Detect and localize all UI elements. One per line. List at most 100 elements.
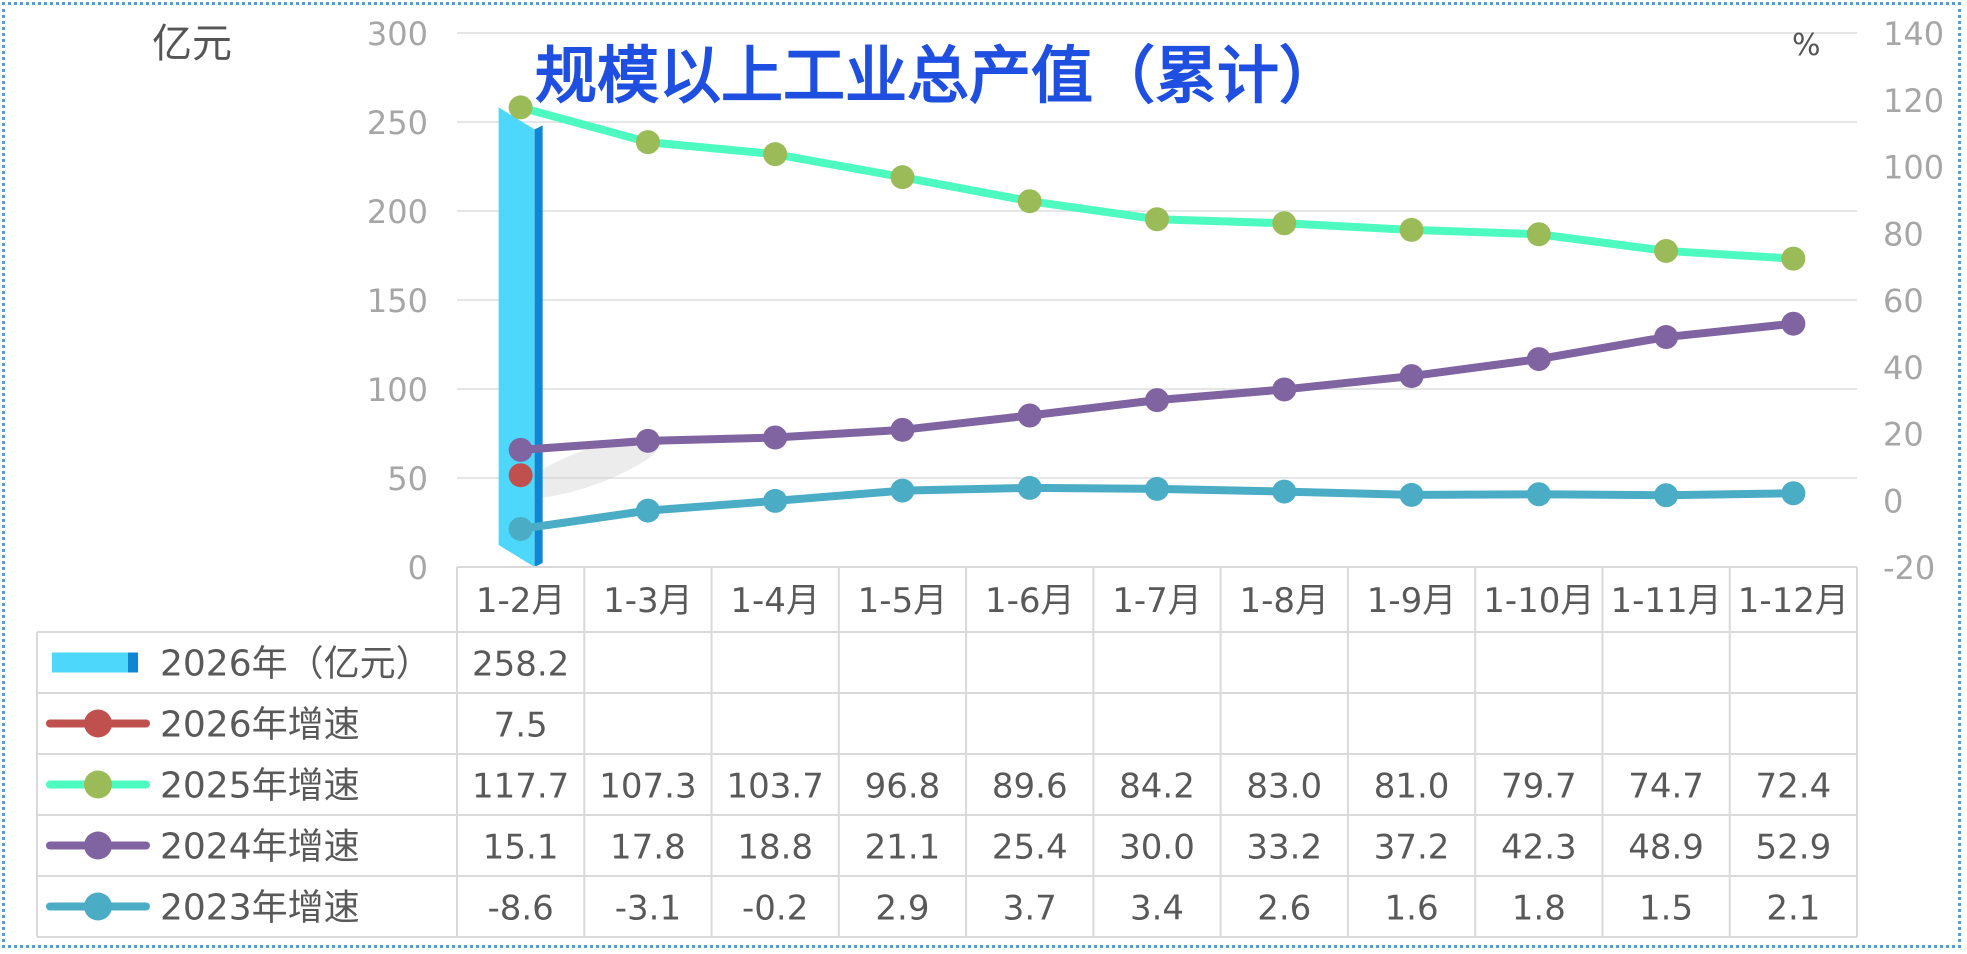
data-label: 7.5	[494, 706, 548, 746]
category-label: 1-5月	[858, 581, 948, 621]
category-label: 1-7月	[1112, 581, 1202, 621]
category-label: 1-9月	[1367, 581, 1457, 621]
legend-key-marker	[84, 892, 112, 921]
series-point	[763, 142, 788, 167]
right-axis-tick-label: 140	[1883, 15, 1944, 53]
right-axis-tick-label: -20	[1883, 549, 1935, 587]
data-label: 42.3	[1501, 828, 1577, 868]
left-axis-tick-label: 150	[367, 282, 428, 320]
series-point	[508, 437, 533, 462]
data-label: 33.2	[1246, 828, 1322, 868]
data-label: 18.8	[737, 828, 813, 868]
data-label: 48.9	[1628, 828, 1704, 868]
series-point	[763, 425, 788, 450]
series-lines	[508, 95, 1806, 541]
legend-key-bar-edge	[128, 652, 138, 673]
right-axis-tick-label: 60	[1883, 282, 1924, 320]
series-point	[1145, 388, 1169, 413]
series-point	[1526, 482, 1551, 507]
data-label: 30.0	[1119, 828, 1195, 868]
series-point	[635, 428, 660, 453]
series-point	[1017, 475, 1042, 500]
bar-shadow	[519, 436, 662, 498]
data-label: 84.2	[1119, 767, 1195, 807]
data-label: 117.7	[472, 767, 569, 807]
data-label: 17.8	[610, 828, 686, 868]
series-point	[890, 165, 915, 190]
category-label: 1-10月	[1483, 581, 1594, 621]
category-label: 1-12月	[1738, 581, 1849, 621]
right-axis-tick-label: 80	[1883, 215, 1924, 253]
series-point	[1526, 347, 1551, 372]
category-label: 1-3月	[603, 581, 693, 621]
left-axis-tick-label: 200	[367, 193, 428, 231]
legend-key-bar	[52, 652, 128, 673]
data-label: 258.2	[472, 645, 569, 685]
series-point	[763, 488, 788, 513]
category-label: 1-8月	[1239, 581, 1329, 621]
series-point	[1272, 211, 1297, 236]
legend-series-name: 2026年（亿元）	[160, 644, 432, 685]
right-axis-tick-label: 40	[1883, 349, 1924, 387]
series-point	[1654, 238, 1679, 263]
series-point	[1781, 311, 1806, 336]
gridlines	[457, 32, 1857, 479]
series-point	[1017, 403, 1042, 428]
data-label: 3.7	[1003, 889, 1057, 929]
left-axis-tick-label: 50	[387, 460, 428, 498]
right-axis-tick-label: 120	[1883, 82, 1944, 120]
legend-series-name: 2024年增速	[160, 827, 360, 868]
legend-key-marker	[84, 831, 112, 860]
data-label: 15.1	[483, 828, 559, 868]
right-axis-tick-label: 0	[1883, 482, 1903, 520]
right-axis-tick-label: 20	[1883, 416, 1924, 454]
series-point	[890, 417, 915, 442]
data-label: 1.5	[1639, 889, 1693, 929]
series-point	[635, 498, 660, 523]
left-axis-tick-label: 250	[367, 104, 428, 142]
bars	[498, 107, 662, 568]
data-label: 37.2	[1374, 828, 1450, 868]
right-axis-tick-label: 100	[1883, 149, 1944, 187]
category-label: 1-6月	[985, 581, 1075, 621]
axes: 0 50 100 150 200 250 300 -20 0 20 40 60 80 100 120 140	[367, 15, 1944, 587]
data-label: -3.1	[615, 889, 681, 929]
chart-title: 规模以上工业总产值（累计）	[535, 39, 1341, 112]
series-point	[1781, 246, 1806, 271]
bar-side	[534, 125, 543, 568]
series-point	[635, 130, 660, 155]
data-label: 3.4	[1130, 889, 1184, 929]
data-label: 83.0	[1246, 767, 1322, 807]
category-label: 1-4月	[730, 581, 820, 621]
data-label: 2.9	[875, 889, 929, 929]
legend-series-name: 2026年增速	[160, 705, 360, 746]
data-label: 2.1	[1766, 889, 1820, 929]
data-label: 25.4	[992, 828, 1068, 868]
data-label: 96.8	[865, 767, 941, 807]
series-point	[1781, 481, 1806, 506]
series-point	[508, 463, 533, 488]
series-point	[1399, 482, 1424, 507]
data-label: 81.0	[1374, 767, 1450, 807]
legend-key-marker	[84, 709, 112, 738]
series-point	[1017, 189, 1042, 214]
series-point	[508, 516, 533, 541]
data-label: -8.6	[487, 889, 553, 929]
left-axis-tick-label: 300	[367, 15, 428, 53]
data-label: -0.2	[742, 889, 808, 929]
data-label: 21.1	[865, 828, 941, 868]
legend-key-marker	[84, 770, 112, 799]
data-table: 1-2月 1-3月 1-4月 1-5月 1-6月 1-7月 1-8月 1-9月 1-10月 1-1…	[36, 566, 1858, 938]
series-point	[890, 478, 915, 503]
series-point	[1399, 217, 1424, 242]
series-point	[1654, 325, 1679, 350]
legend-series-name: 2023年增速	[160, 888, 360, 929]
left-axis-tick-label: 0	[408, 549, 428, 587]
series-line	[516, 103, 1798, 263]
legend-series-name: 2025年增速	[160, 766, 360, 807]
series-point	[1272, 479, 1297, 504]
series-point	[1145, 476, 1169, 501]
series-point	[1526, 222, 1551, 247]
data-label: 1.8	[1512, 889, 1566, 929]
